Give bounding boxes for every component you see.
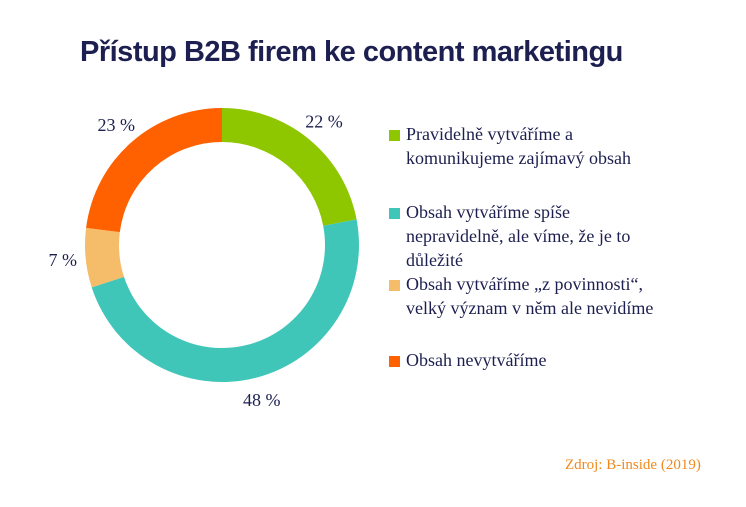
chart-title: Přístup B2B firem ke content marketingu	[80, 36, 623, 68]
legend-label-line: nepravidelně, ale víme, že je to	[406, 226, 631, 246]
source-note: Zdroj: B-inside (2019)	[565, 457, 701, 473]
legend-label: Obsah vytváříme „z povinnosti“, velký výz…	[406, 272, 726, 320]
legend-label-line: Pravidelně vytváříme a	[406, 124, 573, 144]
legend-label: Pravidelně vytváříme a komunikujeme zajím…	[406, 122, 726, 170]
legend-label-line: Obsah nevytváříme	[406, 350, 547, 370]
slice-z-povinnosti	[84, 227, 125, 288]
legend-label-line: důležité	[406, 250, 463, 270]
legend-label-line: Obsah vytváříme „z povinnosti“,	[406, 274, 643, 294]
legend-swatch	[389, 280, 400, 291]
slice-label-nepravidelne: 48 %	[243, 390, 281, 410]
slice-label-pravidelne: 22 %	[305, 112, 343, 132]
legend-label-line: Obsah vytváříme spíše	[406, 202, 570, 222]
slice-pravidelne	[222, 108, 357, 226]
slice-label-z-povinnosti: 7 %	[48, 250, 77, 270]
legend-swatch	[389, 208, 400, 219]
legend-label-line: velký význam v něm ale nevidíme	[406, 298, 654, 318]
legend-label-line: komunikujeme zajímavý obsah	[406, 148, 631, 168]
slice-nevytvarime	[86, 108, 222, 233]
legend-label: Obsah nevytváříme	[406, 348, 726, 372]
slice-nepravidelne	[91, 219, 360, 383]
legend-label: Obsah vytváříme spíše nepravidelně, ale v…	[406, 200, 726, 272]
slice-label-nevytvarime: 23 %	[97, 115, 135, 135]
legend-swatch	[389, 130, 400, 141]
legend-swatch	[389, 356, 400, 367]
